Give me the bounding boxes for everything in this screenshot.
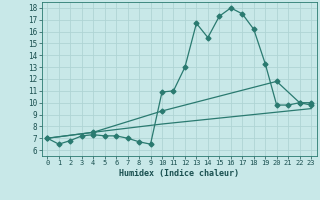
X-axis label: Humidex (Indice chaleur): Humidex (Indice chaleur)	[119, 169, 239, 178]
